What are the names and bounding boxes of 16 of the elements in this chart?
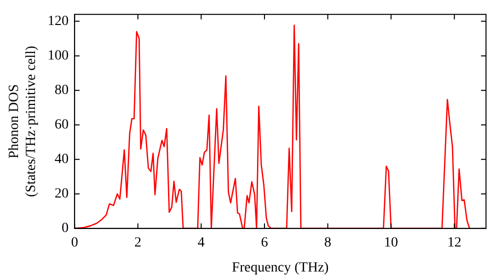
y-tick-label: 20 xyxy=(54,186,69,202)
y-tick-label: 40 xyxy=(54,152,69,168)
x-tick-label: 0 xyxy=(71,235,78,250)
x-tick-label: 8 xyxy=(324,235,332,250)
y-tick-label: 60 xyxy=(54,118,69,133)
x-tick-label: 6 xyxy=(260,235,268,250)
x-tick-label: 2 xyxy=(134,235,142,250)
y-tick-label: 80 xyxy=(54,83,69,98)
y-tick-label: 0 xyxy=(62,221,69,236)
x-tick-label: 12 xyxy=(447,235,462,250)
y-axis-title: Phonon DOS (States/THz·primitive cell) xyxy=(7,45,39,198)
y-tick-label: 100 xyxy=(48,48,69,64)
x-tick-label: 10 xyxy=(384,235,398,250)
y-tick-label: 120 xyxy=(48,14,69,29)
x-tick-label: 4 xyxy=(198,235,205,250)
x-axis-title: Frequency (THz) xyxy=(232,260,330,276)
